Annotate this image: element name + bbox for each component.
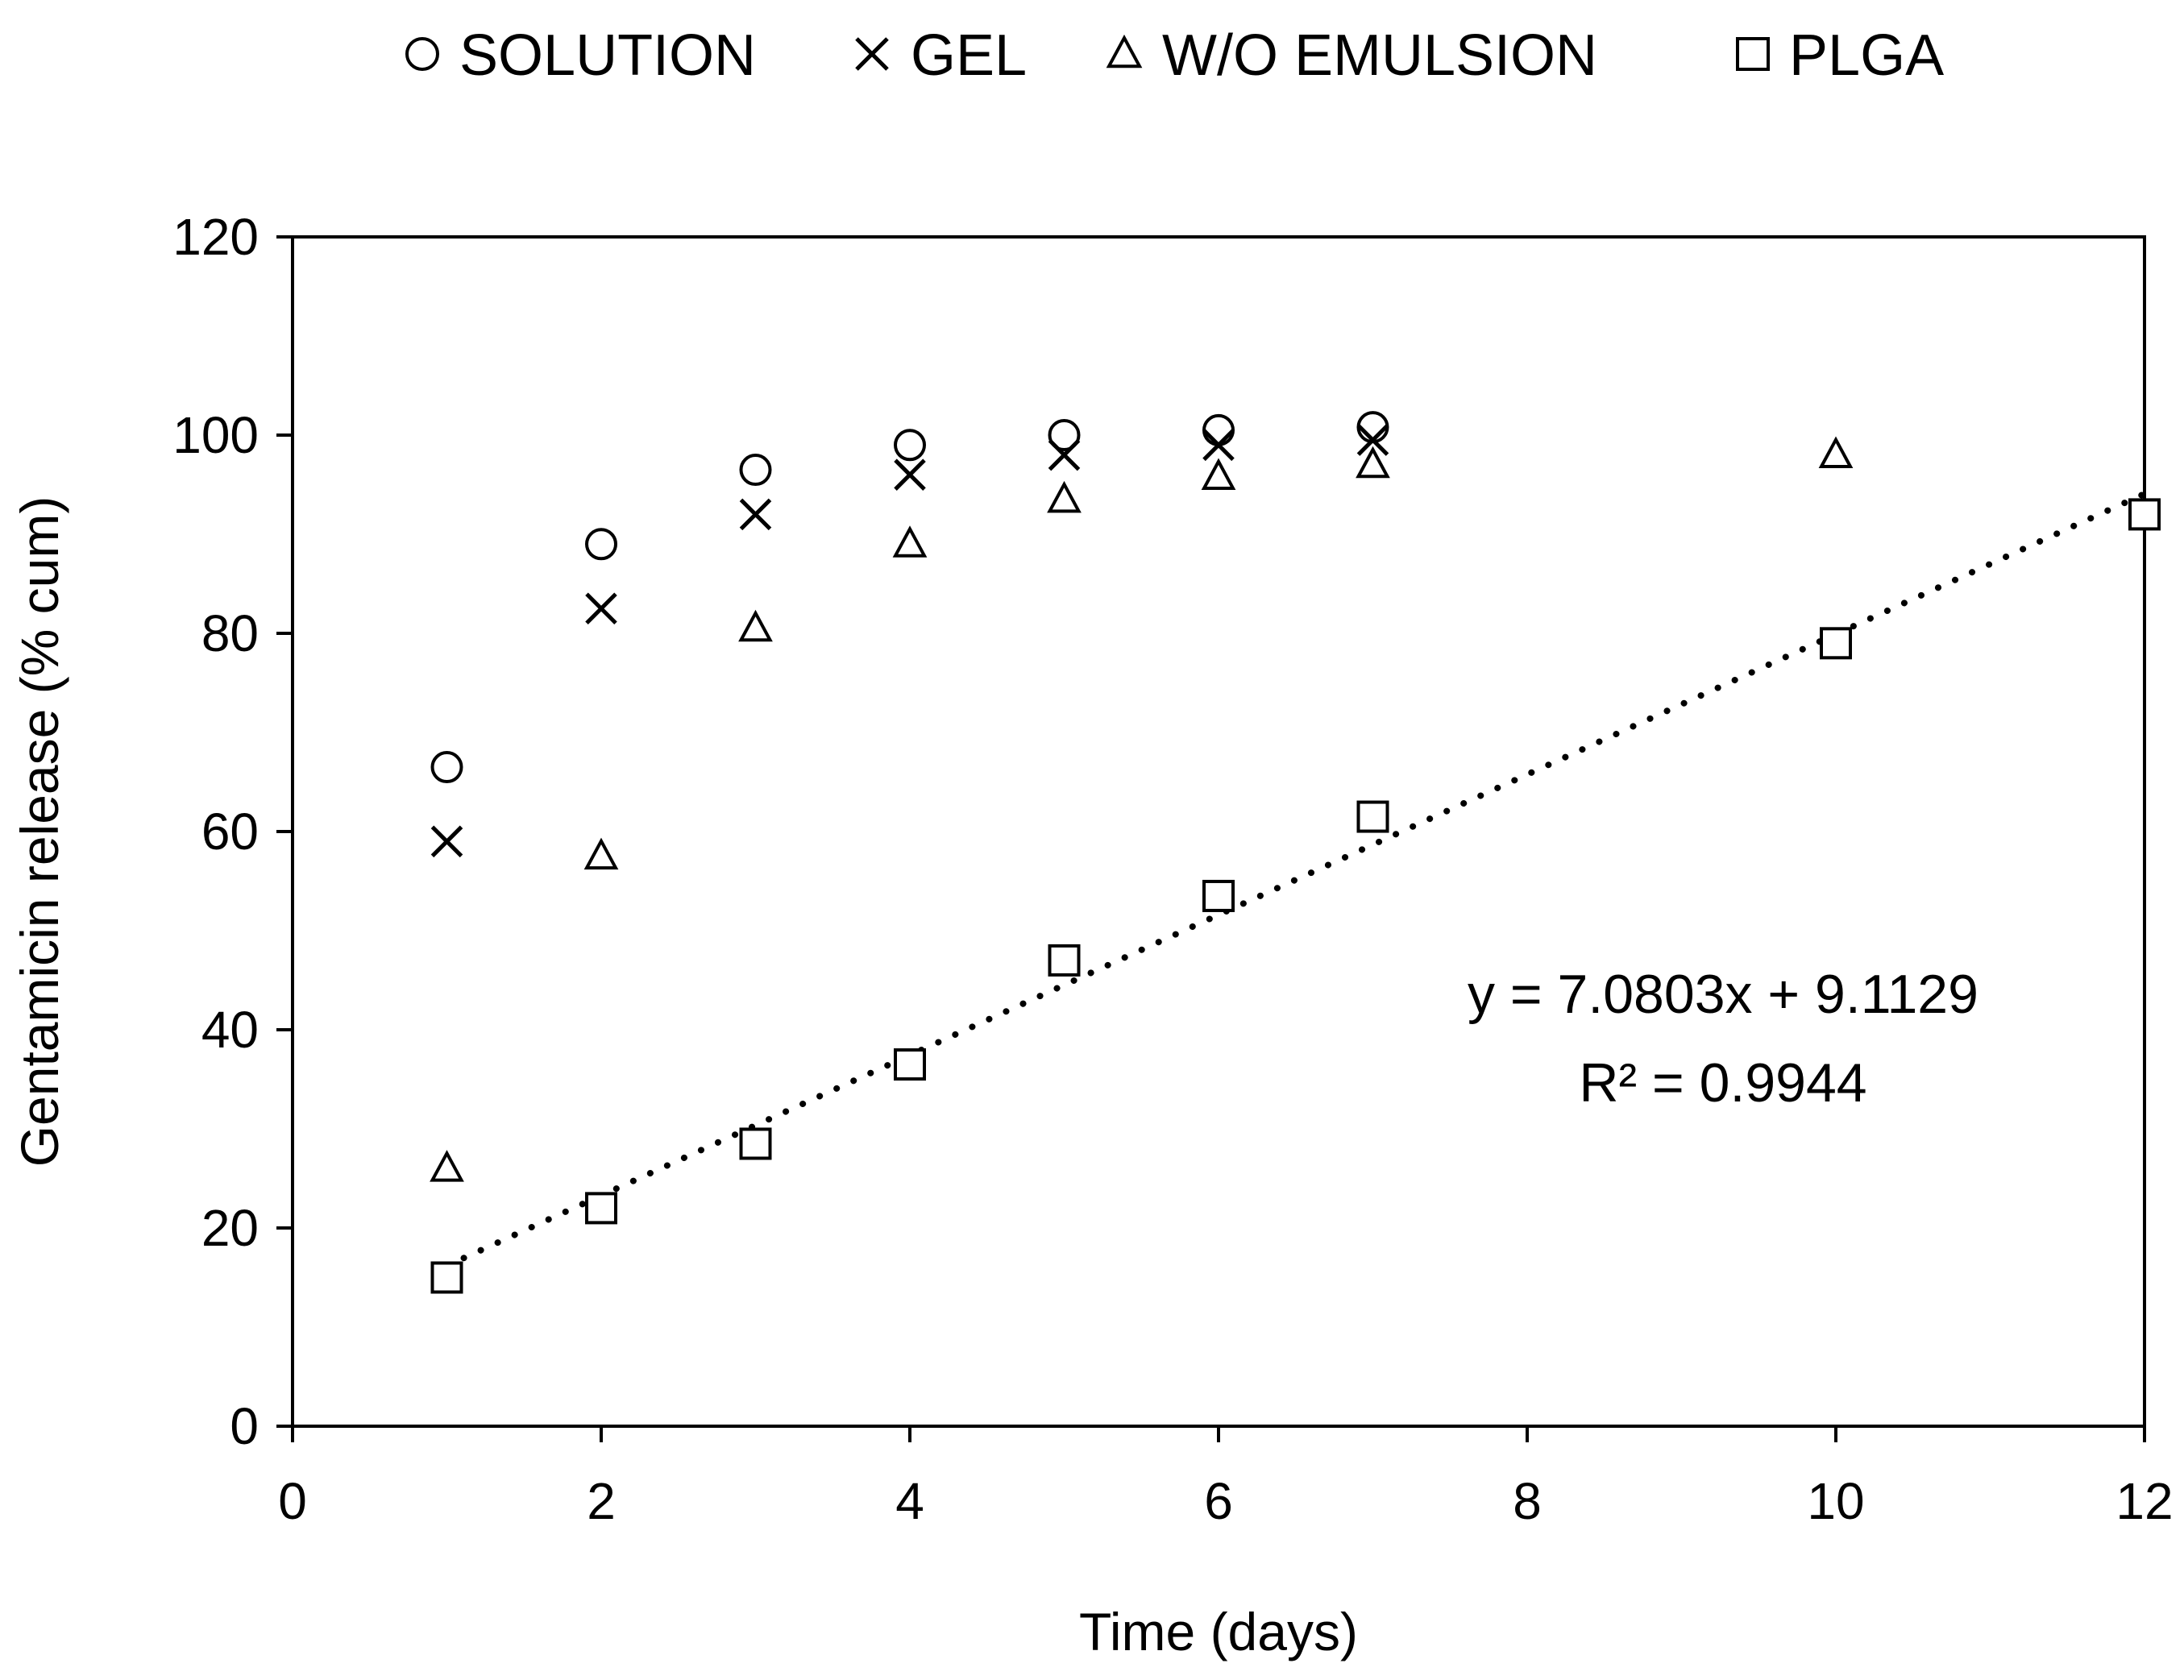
data-point-w-o-emulsion	[1356, 446, 1390, 479]
data-point-solution	[585, 528, 617, 561]
data-point-plga	[1202, 879, 1235, 912]
y-tick-label: 20	[201, 1199, 259, 1257]
x-tick-label: 0	[278, 1472, 307, 1530]
data-point-w-o-emulsion	[583, 837, 619, 870]
x-tick-label: 10	[1807, 1472, 1864, 1530]
data-point-solution	[1048, 419, 1081, 451]
x-tick-label: 8	[1513, 1472, 1542, 1530]
trendline-equation: y = 7.0803x + 9.1129	[1468, 964, 1978, 1025]
data-point-gel	[430, 825, 463, 858]
data-point-w-o-emulsion	[892, 525, 928, 558]
data-point-plga	[1356, 800, 1389, 833]
marker-x-stroke	[585, 592, 617, 625]
data-point-solution	[894, 429, 926, 462]
data-point-gel	[739, 498, 772, 531]
data-point-w-o-emulsion	[1047, 480, 1082, 513]
y-axis-title: Gentamicin release (% cum)	[10, 496, 69, 1168]
marker-x-stroke	[1356, 424, 1389, 456]
x-tick-label: 2	[587, 1472, 616, 1530]
y-tick-label: 120	[172, 208, 259, 266]
trendline-r-squared: R² = 0.9944	[1579, 1052, 1866, 1114]
marker-x-stroke	[430, 825, 463, 858]
legend: SOLUTION GEL W/O EMULSION PLGA	[405, 23, 1944, 88]
data-point-w-o-emulsion	[738, 609, 773, 642]
data-point-plga	[430, 1261, 463, 1294]
y-tick-label: 40	[201, 1001, 259, 1059]
legend-label-solution: SOLUTION	[459, 23, 756, 88]
x-tick-label: 6	[1204, 1472, 1233, 1530]
marker-x-stroke	[855, 37, 889, 71]
marker-x-stroke	[894, 458, 926, 491]
y-tick-label: 0	[230, 1397, 259, 1455]
data-point-gel	[894, 458, 926, 491]
trendline-layer	[443, 490, 2148, 1269]
legend-label-gel: GEL	[911, 23, 1027, 88]
legend-label-plga: PLGA	[1789, 23, 1944, 88]
data-point-w-o-emulsion	[430, 1150, 464, 1182]
y-tick-label: 60	[201, 803, 259, 861]
data-point-solution	[739, 454, 772, 487]
trendline-plga	[443, 490, 2148, 1269]
data-point-gel	[585, 592, 617, 625]
y-tick-label: 100	[172, 406, 259, 464]
data-point-gel	[1202, 429, 1235, 462]
data-point-gel	[1356, 424, 1389, 456]
data-point-plga	[1048, 944, 1081, 977]
x-tick-label: 12	[2115, 1472, 2173, 1530]
legend-label-w-o-emulsion: W/O EMULSION	[1162, 23, 1597, 88]
legend-marker-solution	[405, 37, 439, 71]
legend-marker-plga	[1736, 37, 1770, 71]
marker-x-stroke	[739, 498, 772, 531]
y-tick-label: 80	[201, 604, 259, 662]
marker-x-stroke	[1048, 438, 1081, 471]
data-point-solution	[430, 751, 463, 784]
data-point-plga	[894, 1048, 926, 1081]
legend-marker-gel	[855, 37, 889, 71]
data-markers	[430, 411, 2161, 1294]
data-point-plga	[2128, 498, 2161, 531]
data-point-w-o-emulsion	[1818, 436, 1854, 468]
data-point-plga	[1820, 627, 1852, 660]
data-point-plga	[585, 1192, 617, 1225]
data-point-solution	[1202, 413, 1235, 446]
data-point-plga	[739, 1127, 772, 1160]
data-point-gel	[1048, 438, 1081, 471]
data-point-w-o-emulsion	[1201, 458, 1236, 491]
legend-marker-w-o-emulsion	[1106, 34, 1143, 68]
marker-x-stroke	[1202, 429, 1235, 462]
x-axis-title: Time (days)	[1079, 1602, 1358, 1661]
x-tick-label: 4	[895, 1472, 924, 1530]
